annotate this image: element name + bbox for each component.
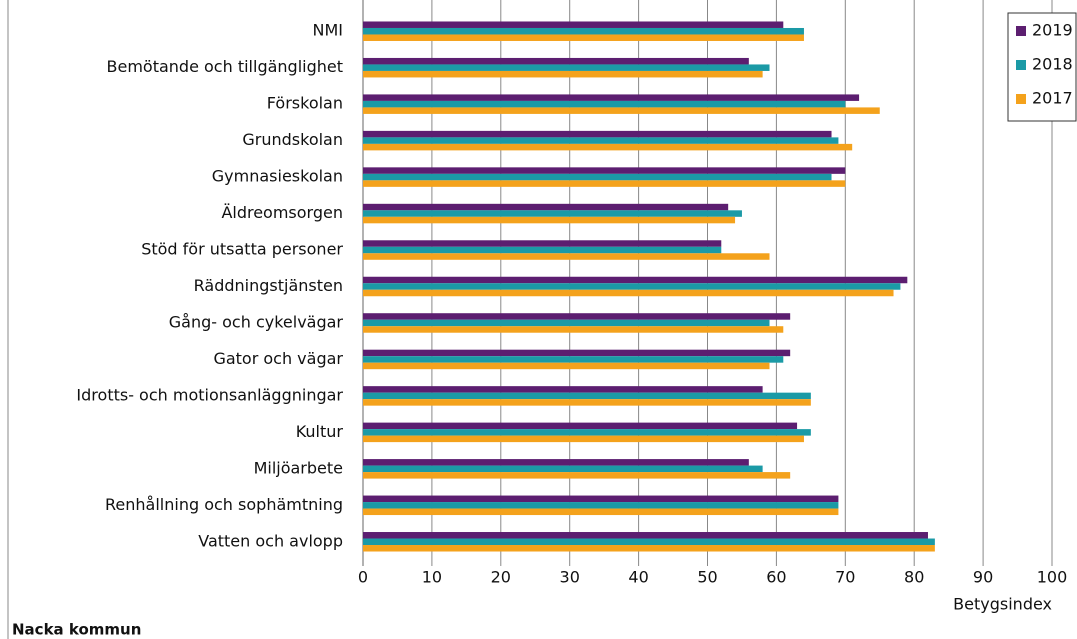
x-tick-label: 20 <box>491 568 511 587</box>
bar <box>363 70 763 78</box>
y-tick-label: Stöd för utsatta personer <box>141 240 343 259</box>
y-tick-label: Äldreomsorgen <box>221 203 343 222</box>
bar <box>363 538 935 546</box>
bar <box>363 356 784 363</box>
bar <box>363 143 853 151</box>
legend-label: 2019 <box>1032 21 1073 40</box>
bar <box>363 167 846 174</box>
x-axis-label: Betygsindex <box>953 595 1052 614</box>
x-tick-label: 30 <box>560 568 580 587</box>
legend-swatch <box>1016 26 1026 36</box>
x-tick-label: 100 <box>1037 568 1068 587</box>
bar <box>363 392 811 400</box>
bar <box>363 326 784 333</box>
bar <box>363 100 846 108</box>
y-tick-label: Vatten och avlopp <box>198 531 343 550</box>
bar <box>363 313 791 320</box>
bar <box>363 289 894 297</box>
bar <box>363 508 839 516</box>
y-tick-label: NMI <box>313 21 344 40</box>
bar <box>363 173 832 181</box>
bar <box>363 64 770 71</box>
bar <box>363 240 722 247</box>
bar <box>363 459 749 466</box>
bar <box>363 502 839 509</box>
y-tick-label: Miljöarbete <box>254 458 343 477</box>
y-tick-label: Grundskolan <box>242 130 343 149</box>
legend-swatch <box>1016 60 1026 70</box>
bar <box>363 386 763 393</box>
bar <box>363 253 770 260</box>
bar <box>363 472 791 479</box>
y-tick-label: Renhållning och sophämtning <box>105 495 343 514</box>
bar <box>363 216 736 224</box>
bar <box>363 276 908 284</box>
x-tick-label: 40 <box>628 568 648 587</box>
y-tick-label: Gator och vägar <box>213 349 343 368</box>
y-tick-label: Bemötande och tillgänglighet <box>107 57 343 76</box>
footer: Nacka kommun <box>12 621 141 639</box>
bar <box>363 246 722 254</box>
bar <box>363 319 770 327</box>
bar <box>363 130 832 138</box>
bar <box>363 399 811 406</box>
y-tick-label: Räddningstjänsten <box>194 276 343 295</box>
bar <box>363 137 839 144</box>
y-tick-label: Gymnasieskolan <box>212 167 343 186</box>
bar <box>363 34 804 41</box>
bar <box>363 107 880 114</box>
bar <box>363 283 901 290</box>
bar <box>363 362 770 370</box>
bar <box>363 532 928 539</box>
bar <box>363 94 860 101</box>
bar <box>363 422 798 430</box>
x-tick-label: 90 <box>973 568 993 587</box>
y-tick-label: Förskolan <box>267 94 343 113</box>
bar <box>363 429 811 436</box>
y-tick-label: Gång- och cykelvägar <box>169 312 344 331</box>
bar <box>363 180 846 187</box>
bar <box>363 21 784 28</box>
x-tick-label: 0 <box>358 568 368 587</box>
legend-swatch <box>1016 94 1026 104</box>
y-tick-label: Idrotts- och motionsanläggningar <box>76 385 343 404</box>
bar <box>363 545 935 552</box>
legend-label: 2018 <box>1032 55 1073 74</box>
x-tick-label: 70 <box>835 568 855 587</box>
bar <box>363 203 729 211</box>
x-tick-label: 80 <box>904 568 924 587</box>
bar <box>363 210 742 217</box>
y-tick-label: Kultur <box>296 422 344 441</box>
bar <box>363 349 791 357</box>
legend-label: 2017 <box>1032 89 1073 108</box>
bar <box>363 27 804 35</box>
bar <box>363 435 804 443</box>
bar <box>363 57 749 65</box>
bar <box>363 465 763 473</box>
x-tick-label: 50 <box>697 568 717 587</box>
x-tick-label: 10 <box>422 568 442 587</box>
bar <box>363 495 839 503</box>
x-tick-label: 60 <box>766 568 786 587</box>
